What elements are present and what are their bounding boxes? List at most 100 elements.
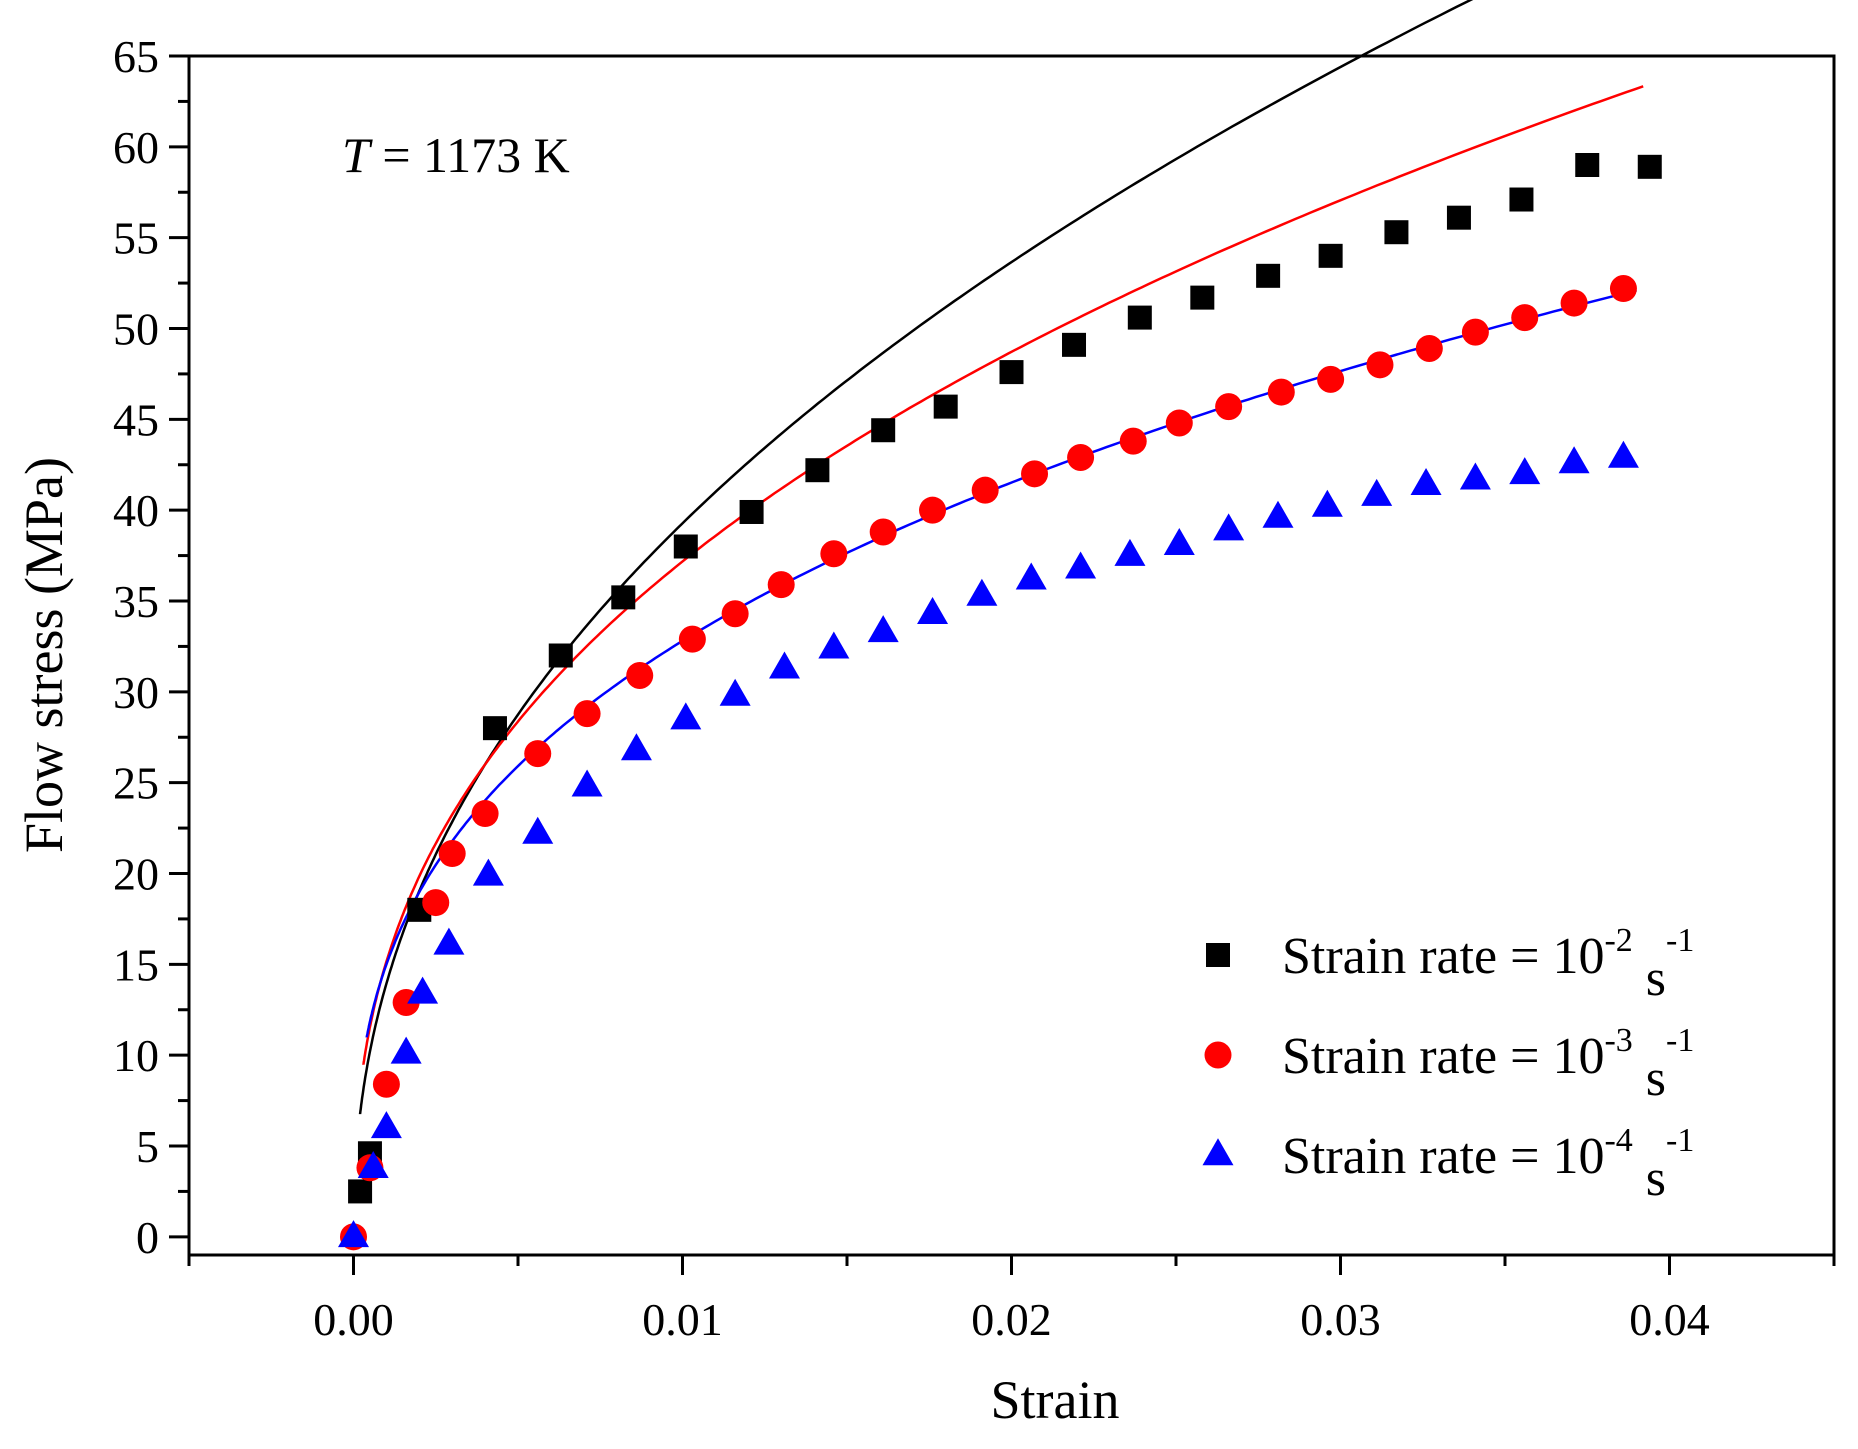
series-3-point: [571, 769, 603, 797]
series-3-point: [1213, 513, 1245, 541]
series-3-point: [357, 1151, 389, 1179]
legend-label-part: -1: [1666, 922, 1694, 959]
series-1-point: [1062, 332, 1087, 357]
legend-marker: [1204, 1041, 1232, 1069]
legend-label: Strain rate = 10-3 s-1: [1282, 1022, 1694, 1107]
series-2-point: [767, 571, 795, 599]
legend-label: Strain rate = 10-4 s-1: [1282, 1122, 1694, 1207]
y-tick-label: 0: [136, 1212, 159, 1263]
series-3-point: [1607, 440, 1639, 468]
legend-item-1: Strain rate = 10-2 s-1: [1206, 922, 1694, 1007]
series-1-point: [1318, 243, 1343, 268]
series-1-point: [611, 585, 636, 610]
series-3-point: [719, 678, 751, 706]
series-2-point: [721, 600, 749, 628]
series-3-point: [407, 976, 439, 1004]
series-3-point: [1509, 457, 1541, 485]
series-3-point: [433, 927, 465, 955]
series-2-point: [1267, 378, 1295, 406]
series-1-point: [1384, 220, 1409, 245]
series-2-point: [471, 800, 499, 828]
x-tick-label: 0.02: [971, 1294, 1052, 1345]
series-1-point: [1127, 305, 1152, 330]
y-tick-label: 40: [113, 485, 159, 536]
series-2-point: [438, 840, 466, 868]
series-3-point: [818, 631, 850, 659]
series-1-point: [999, 360, 1024, 385]
legend-label-part: -3: [1604, 1022, 1632, 1059]
series-2-point: [1560, 289, 1588, 317]
y-tick-label: 45: [113, 394, 159, 445]
series-1-point: [482, 716, 507, 741]
series-1-point: [1256, 263, 1281, 288]
series-2-point: [971, 476, 999, 504]
legend-label-part: s: [1633, 1150, 1666, 1207]
series-1-point: [1509, 187, 1534, 212]
legend-label-part: s: [1633, 950, 1666, 1007]
series-3-point: [472, 858, 504, 886]
series-3-point: [620, 733, 652, 761]
series-3-point: [867, 615, 899, 643]
series-1-point: [1575, 153, 1600, 177]
series-3-point: [1262, 500, 1294, 528]
series-2-point: [1415, 334, 1443, 362]
legend-label-part: Strain rate = 10: [1282, 928, 1604, 985]
legend-label-part: -1: [1666, 1122, 1694, 1159]
series-3-point: [390, 1036, 422, 1064]
x-tick-label: 0.03: [1300, 1294, 1381, 1345]
x-tick-label: 0.00: [313, 1294, 394, 1345]
series-2-point: [1366, 351, 1394, 379]
y-tick-label: 30: [113, 667, 159, 718]
series-1-point: [673, 534, 698, 559]
y-axis-title: Flow stress (MPa): [14, 457, 74, 853]
y-tick-label: 35: [113, 576, 159, 627]
y-tick-label: 55: [113, 213, 159, 264]
series-3-point: [966, 578, 998, 606]
series-3-point: [1459, 462, 1491, 490]
x-axis-ticks: 0.00 0.01 0.02 0.03 0.04: [187, 1255, 1836, 1345]
series-1-point: [348, 1179, 373, 1204]
series-2-point: [820, 540, 848, 568]
series-1-point: [805, 458, 830, 483]
legend-label-part: -1: [1666, 1022, 1694, 1059]
series-1-point: [739, 499, 764, 524]
legend-label-part: s: [1633, 1050, 1666, 1107]
legend-item-3: Strain rate = 10-4 s-1: [1202, 1122, 1694, 1207]
series-3-point: [1163, 527, 1195, 555]
series-2-point: [1317, 365, 1345, 393]
legend-item-2: Strain rate = 10-3 s-1: [1204, 1022, 1694, 1107]
series-2-point: [1215, 393, 1243, 421]
y-axis-ticks: 0 5 10 15 20 25 30 35 40 45 50 55 60 65: [113, 31, 189, 1263]
y-tick-label: 25: [113, 758, 159, 809]
fit-curve-2: [362, 85, 1644, 1065]
legend-label: Strain rate = 10-2 s-1: [1282, 922, 1694, 1007]
series-3-point: [1065, 551, 1097, 579]
series-3-point: [1114, 538, 1146, 566]
temperature-value: = 1173 K: [370, 127, 570, 183]
data-markers: [338, 153, 1662, 1251]
series-2-point: [626, 661, 654, 689]
legend-label-part: -2: [1604, 922, 1632, 959]
series-2-point: [1511, 304, 1539, 332]
series-3-point: [1361, 478, 1393, 506]
series-3-point: [917, 596, 949, 624]
series-2-point: [1021, 460, 1049, 488]
y-tick-label: 15: [113, 939, 159, 990]
series-1-point: [871, 418, 896, 443]
legend-label-part: -4: [1604, 1122, 1632, 1159]
series-3-point: [670, 702, 702, 730]
series-2-point: [869, 518, 897, 546]
legend-marker: [1202, 1138, 1234, 1166]
series-3-point: [768, 651, 800, 679]
fit-curve-1: [358, 0, 1474, 1115]
series-3-point: [522, 816, 554, 844]
y-tick-label: 5: [136, 1121, 159, 1172]
series-2-point: [1165, 409, 1193, 437]
y-tick-label: 50: [113, 304, 159, 355]
series-3-point: [370, 1111, 402, 1139]
y-tick-label: 20: [113, 849, 159, 900]
x-tick-label: 0.04: [1629, 1294, 1710, 1345]
series-1-point: [1446, 205, 1471, 230]
series-2-point: [678, 625, 706, 653]
